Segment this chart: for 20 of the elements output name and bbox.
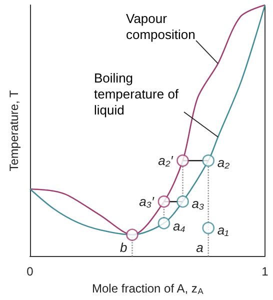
annotation: b xyxy=(120,240,128,255)
annotation: a₃ xyxy=(192,196,204,212)
annotation: Boiling temperature of liquid xyxy=(94,70,182,118)
annotation: Vapour composition xyxy=(126,11,196,42)
point xyxy=(202,154,215,167)
point xyxy=(176,154,189,167)
point xyxy=(202,222,215,234)
y-axis-title: Temperature, T xyxy=(7,89,21,172)
annotation: a₂ xyxy=(217,155,230,170)
point xyxy=(176,195,189,208)
annotation: a₁ xyxy=(217,222,229,238)
point xyxy=(158,217,170,230)
x-tick-label: 0 xyxy=(26,264,34,278)
annotation: a₃′ xyxy=(139,194,155,210)
point xyxy=(126,228,138,241)
annotation: a₂′ xyxy=(158,153,174,168)
point xyxy=(158,195,170,208)
x-tick-label: 1 xyxy=(262,264,269,278)
annotation: a₄ xyxy=(172,218,186,234)
annotation: a xyxy=(196,240,204,255)
